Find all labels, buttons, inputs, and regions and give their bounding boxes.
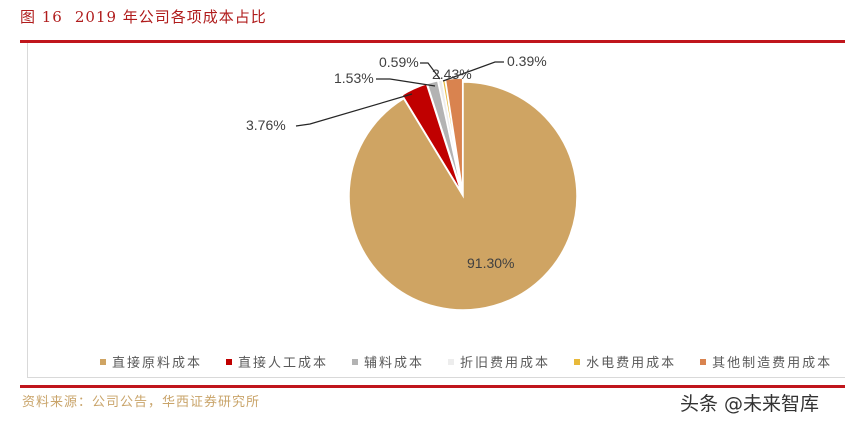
watermark: 头条 @未来智库 xyxy=(680,393,820,415)
figure-number: 图 16 xyxy=(20,8,63,26)
bottom-divider xyxy=(20,385,845,388)
slice-direct-material xyxy=(348,81,578,311)
slice-other-manufacturing xyxy=(444,77,464,193)
legend-item-utilities: 水电费用成本 xyxy=(574,352,676,371)
legend-item-auxiliary: 辅料成本 xyxy=(352,352,424,371)
label-other-manufacturing: 2.43% xyxy=(432,66,472,82)
legend-swatch xyxy=(226,358,233,365)
legend-item-direct-labor: 直接人工成本 xyxy=(226,352,328,371)
legend-item-direct-material: 直接原料成本 xyxy=(100,352,202,371)
legend-label: 直接原料成本 xyxy=(112,356,203,371)
label-direct-labor: 3.76% xyxy=(246,117,286,133)
chart-legend: 直接原料成本 直接人工成本 辅料成本 折旧费用成本 水电费用成本 其他制造费用成… xyxy=(100,352,832,371)
legend-label: 辅料成本 xyxy=(364,356,425,371)
label-auxiliary: 1.53% xyxy=(334,70,374,86)
legend-label: 其他制造费用成本 xyxy=(712,356,833,371)
leader-line-1.53 xyxy=(376,78,436,87)
legend-label: 折旧费用成本 xyxy=(460,356,551,371)
legend-swatch xyxy=(352,358,359,365)
legend-swatch xyxy=(100,358,106,365)
leader-lines xyxy=(295,61,504,127)
legend-label: 水电费用成本 xyxy=(586,356,677,371)
pie-slices xyxy=(348,77,578,311)
label-utilities: 0.39% xyxy=(507,53,547,69)
label-direct-material: 91.30% xyxy=(467,255,514,271)
legend-item-depreciation: 折旧费用成本 xyxy=(448,352,550,371)
figure-title: 图 16 2019 年公司各项成本占比 xyxy=(20,6,267,27)
legend-swatch xyxy=(448,358,455,365)
leader-line-3.76 xyxy=(295,93,413,127)
chart-frame xyxy=(27,43,845,378)
figure-title-text: 2019 年公司各项成本占比 xyxy=(74,8,267,26)
leader-line-0.59 xyxy=(420,62,441,80)
source-note: 资料来源：公司公告，华西证券研究所 xyxy=(22,395,261,410)
label-depreciation: 0.59% xyxy=(379,54,419,70)
legend-label: 直接人工成本 xyxy=(238,356,329,371)
data-labels: 91.30% 3.76% 1.53% 0.59% 0.39% 2.43% xyxy=(246,53,547,271)
leader-line-0.39 xyxy=(442,61,504,82)
top-divider xyxy=(20,40,845,43)
legend-swatch xyxy=(574,358,581,365)
legend-swatch xyxy=(700,358,707,365)
legend-item-other-manufacturing: 其他制造费用成本 xyxy=(700,352,832,371)
